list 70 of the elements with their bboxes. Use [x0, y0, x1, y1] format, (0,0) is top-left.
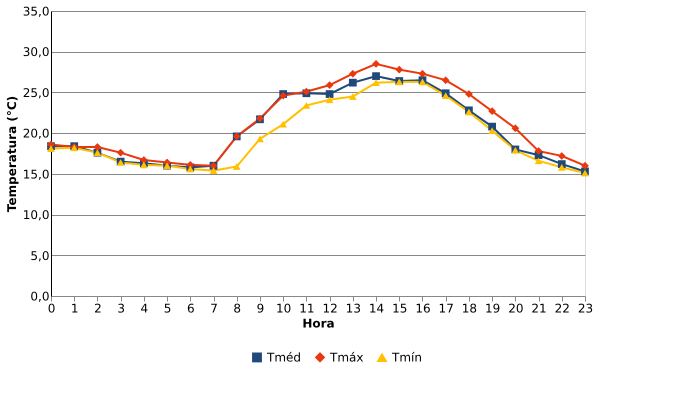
- point: [534, 157, 542, 164]
- y-tick-label: 15,0: [22, 167, 50, 182]
- x-tick-label: 23: [578, 302, 594, 316]
- point: [116, 148, 125, 157]
- x-tick-label: 17: [438, 302, 454, 316]
- point: [326, 81, 334, 89]
- x-tick-label: 12: [322, 302, 338, 316]
- point: [465, 90, 473, 98]
- point: [465, 108, 473, 116]
- point: [47, 145, 55, 152]
- point: [140, 156, 148, 164]
- y-tick-label: 10,0: [22, 208, 50, 222]
- x-tick-label: 0: [48, 302, 56, 316]
- point: [348, 78, 357, 87]
- point: [395, 66, 404, 74]
- y-tick-label: 0,0: [30, 290, 50, 304]
- x-tick-label: 7: [210, 302, 218, 316]
- y-tick-label: 20,0: [22, 126, 50, 141]
- point: [442, 92, 450, 100]
- point: [442, 76, 450, 84]
- x-tick-label: 21: [531, 302, 547, 316]
- y-tick-label: 25,0: [22, 86, 50, 100]
- point: [418, 70, 426, 78]
- point: [279, 120, 288, 128]
- point: [581, 162, 589, 170]
- point: [372, 79, 380, 86]
- point: [232, 163, 241, 170]
- x-tick-label: 4: [140, 302, 148, 316]
- legend-label: Tméd: [266, 350, 302, 364]
- point: [348, 70, 357, 78]
- x-tick-label: 14: [368, 302, 384, 316]
- point: [256, 135, 264, 142]
- x-tick-label: 9: [256, 302, 264, 316]
- point: [140, 162, 148, 168]
- point: [326, 96, 334, 104]
- point: [302, 102, 310, 109]
- x-tick-label: 15: [392, 302, 408, 316]
- legend-label: Tmáx: [329, 350, 364, 364]
- x-tick-label: 3: [117, 302, 125, 316]
- x-tick-label: 6: [186, 302, 195, 316]
- x-tick-label: 2: [94, 302, 102, 316]
- x-tick-label: 10: [276, 302, 292, 316]
- y-tick-label: 5,0: [30, 248, 50, 263]
- point: [558, 152, 566, 160]
- x-tick-label: 11: [299, 302, 315, 316]
- x-tick-label: 1: [70, 302, 79, 316]
- x-tick-label: 5: [164, 302, 172, 316]
- point: [488, 107, 496, 116]
- y-tick-label: 35,0: [22, 4, 50, 18]
- point: [326, 90, 334, 98]
- point: [558, 164, 566, 171]
- y-tick-label: 30,0: [22, 45, 50, 60]
- y-axis-title: Temperatura (°C): [4, 96, 19, 212]
- point: [372, 72, 380, 80]
- legend-label: Tmín: [391, 350, 422, 365]
- point: [210, 167, 218, 174]
- point: [94, 143, 102, 151]
- point: [534, 147, 542, 155]
- point: [372, 60, 380, 68]
- x-tick-label: 18: [462, 302, 478, 316]
- point: [511, 124, 520, 132]
- x-tick-label: 19: [484, 302, 500, 316]
- x-tick-label: 22: [554, 302, 570, 316]
- point: [186, 166, 194, 172]
- point: [348, 93, 357, 100]
- x-tick-label: 8: [233, 302, 242, 316]
- x-tick-label: 20: [508, 302, 524, 316]
- x-tick-label: 13: [346, 302, 361, 316]
- x-axis-title: Hora: [302, 316, 335, 330]
- x-tick-label: 16: [415, 302, 431, 316]
